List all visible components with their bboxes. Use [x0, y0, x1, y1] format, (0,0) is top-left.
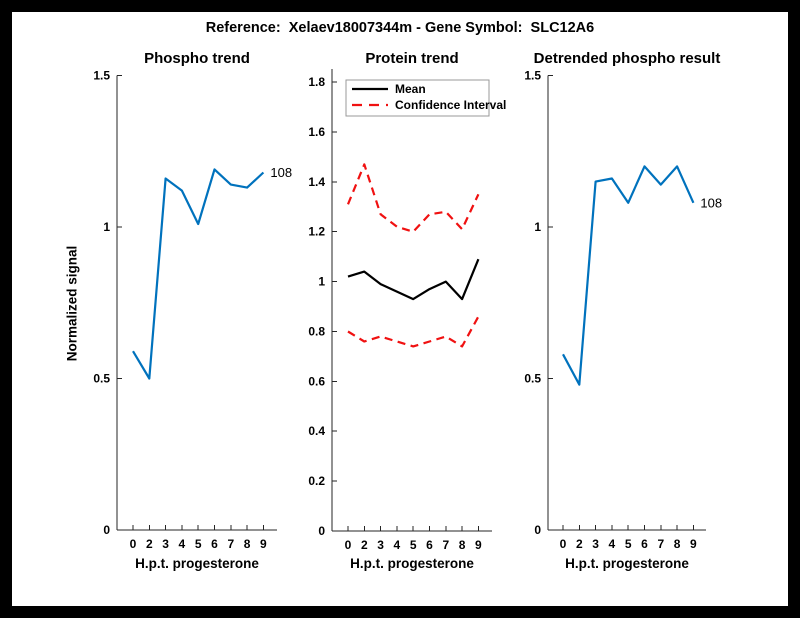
- y-tick-label: 0: [318, 524, 325, 538]
- y-tick-label: 1: [318, 275, 325, 289]
- subplot-title-protein-trend: Protein trend: [365, 50, 459, 67]
- y-tick-label: 1.4: [308, 175, 325, 189]
- x-tick-label: 5: [625, 537, 632, 551]
- x-tick-label: 8: [674, 537, 681, 551]
- detrended-phospho-line: [562, 165, 695, 386]
- y-tick-label: 0.4: [308, 424, 325, 438]
- x-tick-label: 4: [609, 537, 616, 551]
- x-tick-label: 0: [345, 538, 352, 552]
- x-tick-label: 4: [394, 538, 401, 552]
- y-tick-label: 1.5: [93, 69, 110, 83]
- x-tick-label: 9: [260, 537, 267, 551]
- x-tick-label: 6: [641, 537, 648, 551]
- x-tick-label: 4: [179, 537, 186, 551]
- y-tick-label: 1: [534, 220, 541, 234]
- y-tick-label: 0.2: [308, 474, 325, 488]
- point-annotation: 108: [700, 195, 722, 210]
- legend-box: [345, 79, 490, 117]
- figure-title: Reference: Xelaev18007344m - Gene Symbol…: [205, 20, 595, 36]
- protein-trend-plot: 00.20.40.60.811.21.41.61.80 2 3 4 5 6 7 8 9MeanC…: [308, 69, 506, 552]
- x-tick-label: 8: [244, 537, 251, 551]
- y-tick-label: 1: [103, 220, 110, 234]
- x-tick-label: 7: [442, 538, 449, 552]
- y-tick-label: 1.5: [524, 69, 541, 83]
- x-tick-label: 2: [146, 537, 153, 551]
- x-tick-label: 8: [459, 538, 466, 552]
- figure-canvas: Reference: Xelaev18007344m - Gene Symbol…: [12, 12, 788, 606]
- x-tick-label: 3: [162, 537, 169, 551]
- phospho-signal-line: [132, 168, 265, 380]
- point-annotation: 108: [270, 165, 292, 180]
- x-tick-label: 5: [410, 538, 417, 552]
- y-tick-label: 0.6: [308, 374, 325, 388]
- x-tick-label: 2: [361, 538, 368, 552]
- y-tick-label: 0.8: [308, 324, 325, 338]
- mean-line: [347, 258, 480, 301]
- x-tick-label: 9: [690, 537, 697, 551]
- axes: [116, 75, 277, 531]
- y-tick-label: 0.5: [524, 372, 541, 386]
- x-axis-label-3: H.p.t. progesterone: [565, 556, 689, 571]
- ci-lower-line: [347, 315, 480, 348]
- ci-upper-line: [346, 163, 480, 233]
- x-tick-label: 7: [227, 537, 234, 551]
- x-tick-label: 7: [657, 537, 664, 551]
- x-tick-label: 6: [426, 538, 433, 552]
- legend-label-mean: Mean: [395, 82, 426, 96]
- legend: Mean Confidence Interval: [345, 79, 506, 117]
- axes: [331, 69, 492, 532]
- y-tick-label: 1.2: [308, 225, 325, 239]
- y-tick-label: 1.8: [308, 75, 325, 89]
- legend-label-confidence-interval: Confidence Interval: [395, 98, 506, 112]
- x-tick-label: 2: [576, 537, 583, 551]
- x-tick-label: 0: [560, 537, 567, 551]
- x-tick-label: 5: [195, 537, 202, 551]
- x-tick-label: 0: [130, 537, 137, 551]
- axes: [547, 75, 706, 531]
- y-tick-label: 1.6: [308, 125, 325, 139]
- subplot-title-detrended-result: Detrended phospho result: [533, 50, 721, 67]
- x-tick-label: 3: [592, 537, 599, 551]
- subplot-title-phospho-trend: Phospho trend: [144, 50, 250, 67]
- x-tick-label: 3: [377, 538, 384, 552]
- x-axis-label-1: H.p.t. progesterone: [135, 556, 259, 571]
- x-tick-label: 6: [211, 537, 218, 551]
- y-tick-label: 0.5: [93, 372, 110, 386]
- y-tick-label: 0: [103, 523, 110, 537]
- x-tick-label: 9: [475, 538, 482, 552]
- y-tick-label: 0: [534, 523, 541, 537]
- x-axis-label-2: H.p.t. progesterone: [350, 556, 474, 571]
- plots-svg: 00.511.50 2 3 4 5 6 7 8 910800.20.40.60.811.21.4…: [93, 69, 722, 553]
